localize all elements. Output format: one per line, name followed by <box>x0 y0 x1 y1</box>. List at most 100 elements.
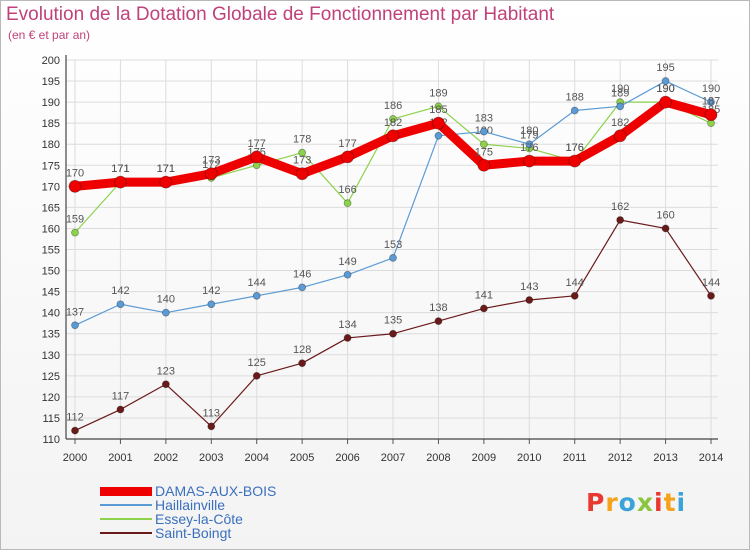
data-point-damas-aux-bois <box>341 150 354 164</box>
data-label-saint-boingt: 144 <box>702 277 720 289</box>
data-point-haillainville <box>343 270 352 279</box>
data-label-damas-aux-bois: 177 <box>338 138 356 150</box>
data-label-damas-aux-bois: 187 <box>702 96 720 108</box>
y-tick-label: 190 <box>42 97 60 109</box>
y-tick-label: 120 <box>42 392 60 404</box>
y-tick-label: 155 <box>42 245 60 257</box>
x-tick-label: 2001 <box>108 452 132 464</box>
data-label-haillainville: 183 <box>475 113 493 125</box>
data-point-damas-aux-bois <box>68 179 82 193</box>
data-point-saint-boingt <box>707 291 715 300</box>
data-point-essey-la-c-te <box>434 102 443 111</box>
y-tick-label: 175 <box>42 160 60 172</box>
data-label-saint-boingt: 160 <box>656 209 674 221</box>
x-tick-label: 2000 <box>63 452 87 464</box>
data-point-essey-la-c-te <box>479 140 488 149</box>
legend-swatch-saint-boingt <box>100 532 152 534</box>
y-tick-label: 195 <box>42 76 60 88</box>
legend-label-damas: DAMAS-AUX-BOIS <box>155 483 277 499</box>
data-point-haillainville <box>116 300 125 309</box>
data-label-damas-aux-bois: 171 <box>157 163 175 175</box>
data-point-damas-aux-bois <box>250 150 264 164</box>
data-label-essey-la-c-te: 189 <box>429 87 447 99</box>
data-label-saint-boingt: 128 <box>293 344 311 356</box>
y-tick-label: 135 <box>42 329 60 341</box>
data-label-saint-boingt: 143 <box>520 281 538 293</box>
data-label-saint-boingt: 162 <box>611 201 629 213</box>
chart-title: Evolution de la Dotation Globale de Fonc… <box>6 4 555 25</box>
x-tick-label: 2013 <box>653 452 677 464</box>
data-label-saint-boingt: 134 <box>338 319 356 331</box>
data-label-essey-la-c-te: 171 <box>111 163 129 175</box>
data-point-saint-boingt <box>389 329 397 338</box>
data-point-haillainville <box>570 106 579 115</box>
data-label-haillainville: 195 <box>656 62 674 74</box>
data-point-damas-aux-bois <box>522 154 536 168</box>
x-tick-label: 2003 <box>199 452 223 464</box>
data-point-saint-boingt <box>298 359 307 368</box>
data-label-saint-boingt: 135 <box>384 315 402 327</box>
data-point-haillainville <box>525 140 534 149</box>
data-point-haillainville <box>298 283 307 292</box>
y-tick-label: 170 <box>42 181 60 193</box>
data-label-saint-boingt: 113 <box>203 407 221 419</box>
x-tick-label: 2004 <box>244 452 268 464</box>
data-point-haillainville <box>252 291 261 300</box>
data-label-saint-boingt: 112 <box>66 412 84 424</box>
data-point-haillainville <box>207 300 216 309</box>
data-point-damas-aux-bois <box>204 167 218 181</box>
y-tick-label: 125 <box>42 371 60 383</box>
data-label-saint-boingt: 123 <box>157 365 175 377</box>
data-label-damas-aux-bois: 176 <box>520 142 538 154</box>
x-tick-label: 2005 <box>290 452 314 464</box>
x-tick-label: 2008 <box>426 452 450 464</box>
data-label-damas-aux-bois: 171 <box>111 163 129 175</box>
data-point-damas-aux-bois <box>432 116 445 130</box>
data-label-haillainville: 180 <box>520 125 538 137</box>
data-label-saint-boingt: 125 <box>248 357 266 369</box>
x-tick-label: 2007 <box>381 452 405 464</box>
x-tick-label: 2002 <box>154 452 178 464</box>
data-point-saint-boingt <box>161 380 170 389</box>
data-label-essey-la-c-te: 190 <box>611 83 629 95</box>
y-tick-label: 110 <box>42 434 60 446</box>
x-tick-label: 2010 <box>517 452 541 464</box>
chart-subtitle: (en € et par an) <box>8 28 91 42</box>
data-label-essey-la-c-te: 178 <box>293 134 311 146</box>
legend-label-essey: Essey-la-Côte <box>155 511 243 527</box>
data-label-haillainville: 190 <box>702 83 720 95</box>
data-point-saint-boingt <box>434 317 443 325</box>
data-point-haillainville <box>161 308 170 317</box>
y-tick-label: 160 <box>42 223 60 235</box>
data-label-haillainville: 153 <box>384 239 402 251</box>
data-label-saint-boingt: 141 <box>475 289 493 301</box>
data-point-damas-aux-bois <box>704 108 718 122</box>
x-tick-label: 2011 <box>563 452 587 464</box>
y-tick-label: 185 <box>42 118 60 130</box>
data-point-haillainville <box>616 102 625 111</box>
y-tick-label: 165 <box>42 202 60 214</box>
data-label-haillainville: 149 <box>338 256 356 268</box>
data-label-haillainville: 188 <box>566 92 584 104</box>
data-point-saint-boingt <box>661 224 670 233</box>
data-label-essey-la-c-te: 159 <box>66 214 84 226</box>
data-label-haillainville: 140 <box>157 294 175 306</box>
data-label-damas-aux-bois: 190 <box>656 83 674 95</box>
data-label-damas-aux-bois: 170 <box>66 167 84 179</box>
data-label-damas-aux-bois: 182 <box>611 117 629 129</box>
data-point-damas-aux-bois <box>568 154 582 168</box>
data-label-damas-aux-bois: 177 <box>248 138 266 150</box>
data-point-saint-boingt <box>207 422 216 431</box>
data-point-damas-aux-bois <box>295 167 309 181</box>
data-point-saint-boingt <box>71 426 79 435</box>
data-label-essey-la-c-te: 190 <box>656 83 674 95</box>
x-tick-label: 2014 <box>699 452 723 464</box>
y-tick-label: 200 <box>42 55 60 67</box>
data-label-essey-la-c-te: 166 <box>338 184 356 196</box>
data-label-damas-aux-bois: 182 <box>384 117 402 129</box>
data-label-damas-aux-bois: 185 <box>429 104 447 116</box>
x-tick-label: 2006 <box>335 452 359 464</box>
data-point-haillainville <box>389 254 397 262</box>
data-point-essey-la-c-te <box>343 199 352 208</box>
